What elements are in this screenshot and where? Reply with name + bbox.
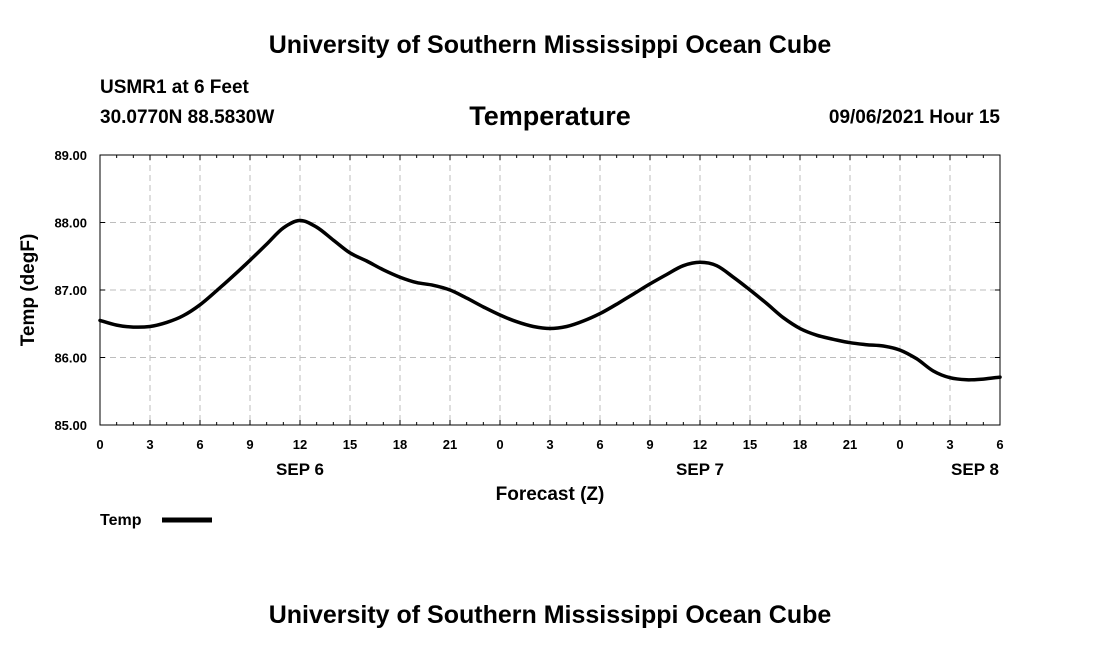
- date-label: SEP 8: [951, 460, 999, 479]
- x-tick-label: 21: [443, 437, 457, 452]
- x-tick-label: 3: [146, 437, 153, 452]
- grid: [100, 155, 1000, 425]
- chart-title: Temperature: [469, 101, 631, 131]
- y-axis-title: Temp (degF): [18, 234, 39, 347]
- x-tick-label: 9: [646, 437, 653, 452]
- x-tick-label: 0: [896, 437, 903, 452]
- page-title-bottom: University of Southern Mississippi Ocean…: [268, 601, 832, 629]
- x-tick-label: 0: [96, 437, 103, 452]
- x-tick-label: 3: [546, 437, 553, 452]
- y-tick-label: 86.00: [54, 351, 87, 366]
- x-tick-label: 6: [196, 437, 203, 452]
- legend-label-temp: Temp: [100, 512, 142, 529]
- x-tick-label: 6: [996, 437, 1003, 452]
- x-tick-label: 9: [246, 437, 253, 452]
- x-tick-label: 6: [596, 437, 603, 452]
- x-tick-label: 12: [693, 437, 707, 452]
- x-tick-label: 15: [743, 437, 757, 452]
- date-label: SEP 6: [276, 460, 324, 479]
- x-tick-label: 18: [393, 437, 407, 452]
- datetime-label: 09/06/2021 Hour 15: [828, 107, 1000, 128]
- x-tick-label: 3: [946, 437, 953, 452]
- legend: Temp: [100, 512, 212, 529]
- y-tick-label: 88.00: [54, 216, 87, 231]
- plot-frame: [99, 154, 1001, 426]
- x-tick-label: 21: [843, 437, 857, 452]
- x-tick-label: 15: [343, 437, 357, 452]
- y-tick-label: 89.00: [54, 148, 87, 163]
- date-label: SEP 7: [676, 460, 724, 479]
- coordinates-label: 30.0770N 88.5830W: [100, 107, 275, 128]
- x-tick-label: 12: [293, 437, 307, 452]
- x-tick-label: 0: [496, 437, 503, 452]
- station-label: USMR1 at 6 Feet: [100, 77, 249, 98]
- y-tick-label: 87.00: [54, 283, 87, 298]
- y-tick-label: 85.00: [54, 418, 87, 433]
- x-axis-title: Forecast (Z): [496, 484, 605, 505]
- temp-series-line: [98, 218, 1002, 382]
- x-tick-label: 18: [793, 437, 807, 452]
- axis-labels: 0 3 6 9 12 15 18 21 0 3 6 9 12 15 18 21 0 3 6 85.00 86.00 87.…: [54, 148, 1003, 479]
- page-title-top: University of Southern Mississippi Ocean…: [268, 31, 832, 59]
